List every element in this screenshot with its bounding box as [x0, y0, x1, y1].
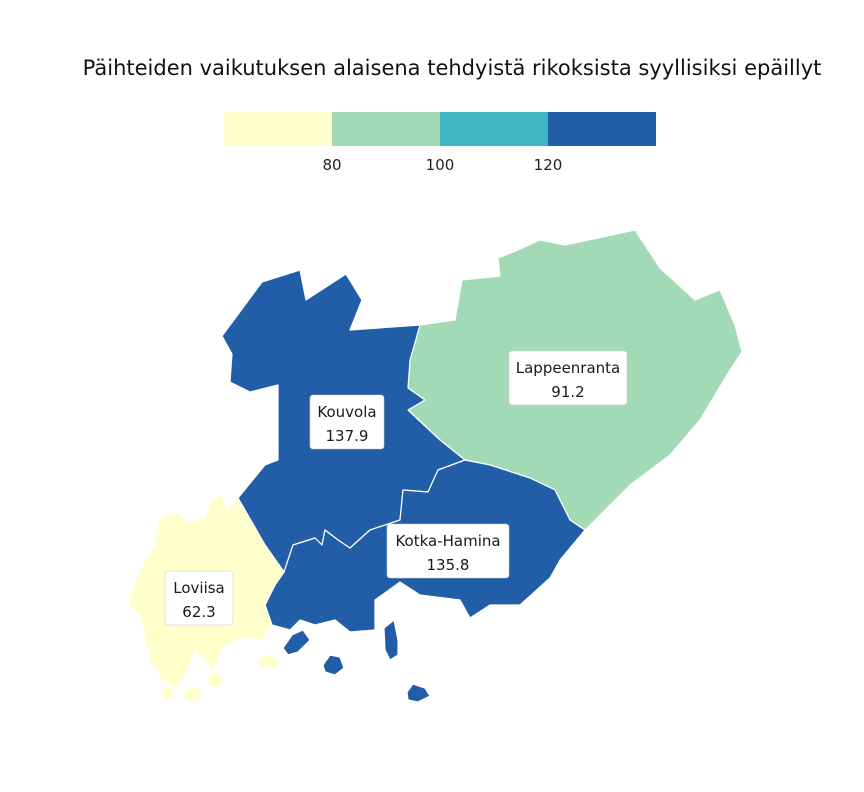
region-kotka-hamina-island: [282, 629, 311, 656]
region-loviisa-island: [159, 685, 177, 701]
legend-bin-4: [548, 112, 656, 146]
label-lappeenranta-value: 91.2: [551, 383, 584, 401]
region-loviisa-island: [206, 669, 225, 689]
legend-bin-2: [332, 112, 440, 146]
legend-tick-100: 100: [426, 156, 455, 174]
region-loviisa-island: [256, 653, 281, 671]
legend: 80 100 120: [224, 112, 656, 174]
region-kotka-hamina-island: [406, 683, 431, 703]
label-lappeenranta-name: Lappeenranta: [516, 359, 621, 377]
label-loviisa-name: Loviisa: [173, 579, 225, 597]
region-kotka-hamina-island: [383, 619, 399, 661]
label-kouvola-name: Kouvola: [317, 403, 376, 421]
label-loviisa-value: 62.3: [182, 603, 215, 621]
legend-bin-1: [224, 112, 332, 146]
legend-tick-120: 120: [534, 156, 563, 174]
legend-bin-3: [440, 112, 548, 146]
label-kotka-hamina-value: 135.8: [427, 556, 470, 574]
label-kouvola: Kouvola 137.9: [309, 394, 385, 450]
legend-tick-80: 80: [322, 156, 341, 174]
map-title: Päihteiden vaikutuksen alaisena tehdyist…: [82, 56, 822, 80]
region-kotka-hamina-island: [322, 654, 345, 676]
label-loviisa: Loviisa 62.3: [164, 570, 234, 626]
region-loviisa-island: [182, 685, 205, 703]
label-kouvola-value: 137.9: [326, 427, 369, 445]
label-kotka-hamina-name: Kotka-Hamina: [395, 532, 500, 550]
label-lappeenranta: Lappeenranta 91.2: [508, 350, 628, 406]
label-kotka-hamina: Kotka-Hamina 135.8: [386, 523, 510, 579]
